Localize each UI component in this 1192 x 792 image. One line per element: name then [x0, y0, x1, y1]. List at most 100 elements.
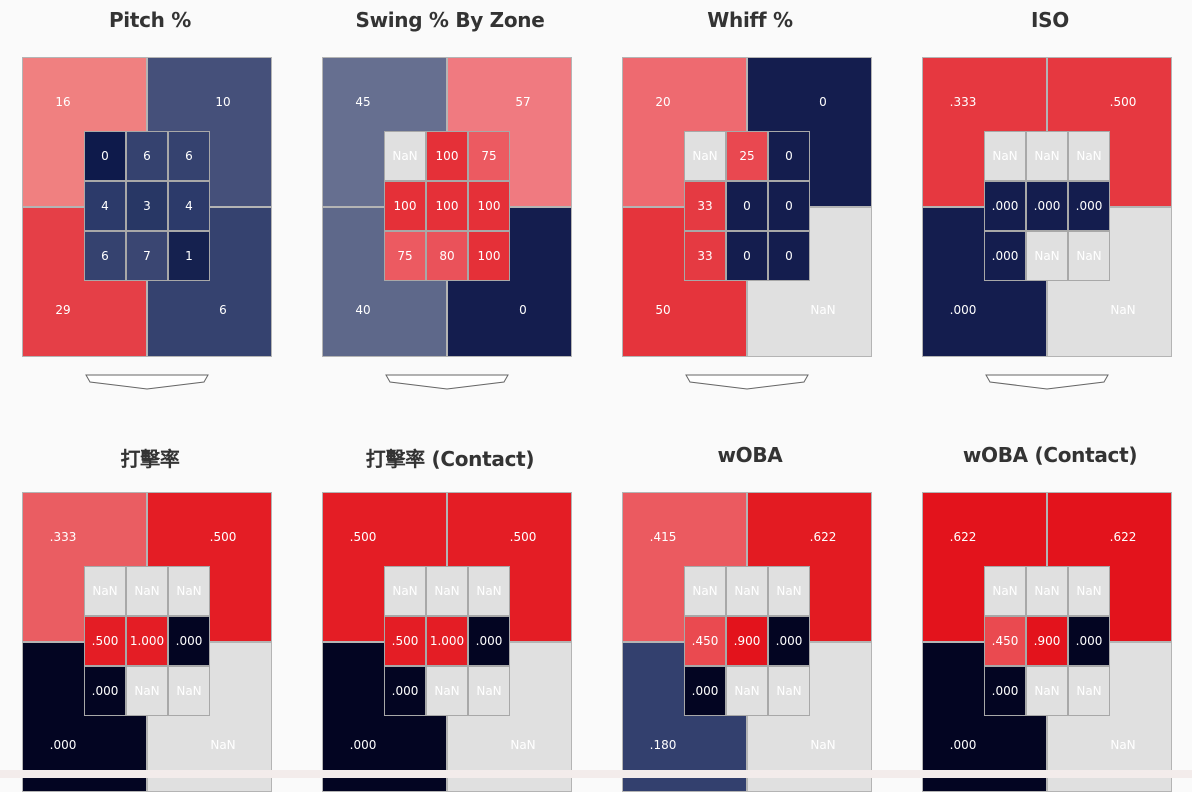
zone-cell-4: .000 [984, 181, 1026, 231]
zone-cell-value: 6 [143, 149, 151, 163]
zone-cell-9: 100 [468, 231, 510, 281]
zone-cell-3: NaN [1068, 131, 1110, 181]
outer-zone-value: .500 [209, 530, 237, 544]
zone-cell-value: NaN [776, 684, 802, 698]
zone-chart-3: Whiff % 20 0 50 NaN NaN 25 0 33 0 0 33 0 0 [600, 0, 900, 400]
zone-cell-value: 0 [743, 249, 751, 263]
outer-zone-value: 29 [55, 303, 71, 317]
zone-cell-7: 33 [684, 231, 726, 281]
zone-chart-4: ISO .333 .500 .000 NaN NaN NaN NaN .000 .000 .000.… [900, 0, 1192, 400]
zone-cell-value: .000 [175, 634, 203, 648]
home-plate-icon [385, 374, 509, 390]
zone-cell-value: NaN [1076, 684, 1102, 698]
zone-cell-6: .000 [468, 616, 510, 666]
zone-cell-3: 6 [168, 131, 210, 181]
chart-title: wOBA [717, 443, 783, 467]
zone-cell-2: 100 [426, 131, 468, 181]
outer-zone-value: 40 [355, 303, 371, 317]
zone-cell-value: NaN [992, 584, 1018, 598]
outer-zone-value: .500 [1109, 95, 1137, 109]
zone-cell-value: .000 [475, 634, 503, 648]
zone-cell-8: 7 [126, 231, 168, 281]
zone-cell-1: 0 [84, 131, 126, 181]
outer-zone-value: NaN [510, 738, 536, 752]
zone-cell-4: .450 [984, 616, 1026, 666]
zone-cell-3: 75 [468, 131, 510, 181]
outer-zone-value: 0 [819, 95, 827, 109]
outer-zone-value: 50 [655, 303, 671, 317]
outer-zone-value: 20 [655, 95, 671, 109]
strike-zone-heatmap: 45 57 40 0 NaN 100 75 100 100 100 75 80 100 [322, 57, 572, 357]
zone-cell-8: 80 [426, 231, 468, 281]
zone-cell-3: 0 [768, 131, 810, 181]
zone-cell-3: NaN [168, 566, 210, 616]
zone-cell-value: NaN [1034, 584, 1060, 598]
zone-cell-value: 0 [101, 149, 109, 163]
zone-cell-2: NaN [426, 566, 468, 616]
chart-title: ISO [1031, 8, 1069, 32]
zone-cell-value: 80 [439, 249, 455, 263]
outer-zone-value: 6 [219, 303, 227, 317]
zone-cell-9: NaN [1068, 231, 1110, 281]
zone-cell-value: NaN [734, 584, 760, 598]
outer-zone-value: .500 [509, 530, 537, 544]
chart-title: Pitch % [108, 8, 192, 32]
outer-zone-value: 0 [519, 303, 527, 317]
outer-zone-value: 10 [215, 95, 231, 109]
strike-zone-heatmap: 20 0 50 NaN NaN 25 0 33 0 0 33 0 0 [622, 57, 872, 357]
zone-cell-9: NaN [468, 666, 510, 716]
outer-zone-value: NaN [810, 303, 836, 317]
strike-zone-heatmap: .622 .622 .000 NaN NaN NaN NaN .450 .900 .000 .000… [922, 492, 1172, 792]
strike-zone-heatmap: .415 .622 .180 NaN NaN NaN NaN .450 .900 .000 .000… [622, 492, 872, 792]
outer-zone-value: .000 [949, 738, 977, 752]
zone-cell-value: 75 [481, 149, 497, 163]
outer-zone-value: NaN [210, 738, 236, 752]
zone-cell-9: NaN [768, 666, 810, 716]
zone-cell-4: .500 [84, 616, 126, 666]
zone-cell-value: NaN [692, 149, 718, 163]
zone-cell-value: 25 [739, 149, 755, 163]
zone-cell-4: .500 [384, 616, 426, 666]
chart-title: wOBA (Contact) [962, 443, 1138, 467]
home-plate-icon [85, 374, 209, 390]
zone-cell-value: NaN [176, 584, 202, 598]
zone-cell-value: .500 [91, 634, 119, 648]
zone-cell-value: 100 [393, 199, 417, 213]
zone-cell-8: NaN [726, 666, 768, 716]
zone-cell-6: 4 [168, 181, 210, 231]
zone-cell-7: .000 [684, 666, 726, 716]
outer-zone-value: .000 [949, 303, 977, 317]
zone-cell-value: NaN [992, 149, 1018, 163]
zone-cell-value: .000 [691, 684, 719, 698]
zone-cell-1: NaN [684, 131, 726, 181]
zone-chart-5: 打擊率 .333 .500 .000 NaN NaN NaN NaN .500 1.000 .000… [0, 435, 300, 792]
outer-zone-value: .500 [349, 530, 377, 544]
zone-cell-4: 4 [84, 181, 126, 231]
outer-zone-value: NaN [1110, 738, 1136, 752]
zone-cell-value: 0 [785, 199, 793, 213]
zone-cell-8: NaN [1026, 231, 1068, 281]
zone-cell-6: 0 [768, 181, 810, 231]
outer-zone-value: .000 [349, 738, 377, 752]
zone-cell-3: NaN [768, 566, 810, 616]
zone-cell-value: NaN [776, 584, 802, 598]
outer-zone-value: NaN [810, 738, 836, 752]
zone-chart-6: 打擊率 (Contact) .500.500.000 NaN NaN NaN NaN .50… [300, 435, 600, 792]
zone-cell-7: .000 [384, 666, 426, 716]
zone-cell-value: 4 [101, 199, 109, 213]
zone-cell-7: 75 [384, 231, 426, 281]
bottom-strip [0, 770, 1192, 778]
zone-cell-value: .000 [1075, 199, 1103, 213]
zone-cell-value: NaN [134, 584, 160, 598]
zone-cell-value: NaN [176, 684, 202, 698]
zone-cell-value: .450 [991, 634, 1019, 648]
zone-cell-value: NaN [392, 149, 418, 163]
zone-cell-2: 25 [726, 131, 768, 181]
zone-cell-5: 1.000 [126, 616, 168, 666]
zone-cell-value: 75 [397, 249, 413, 263]
zone-cell-8: 0 [726, 231, 768, 281]
zone-cell-value: 0 [785, 149, 793, 163]
zone-cell-value: NaN [1076, 249, 1102, 263]
zone-cell-value: NaN [476, 684, 502, 698]
zone-cell-2: NaN [1026, 566, 1068, 616]
